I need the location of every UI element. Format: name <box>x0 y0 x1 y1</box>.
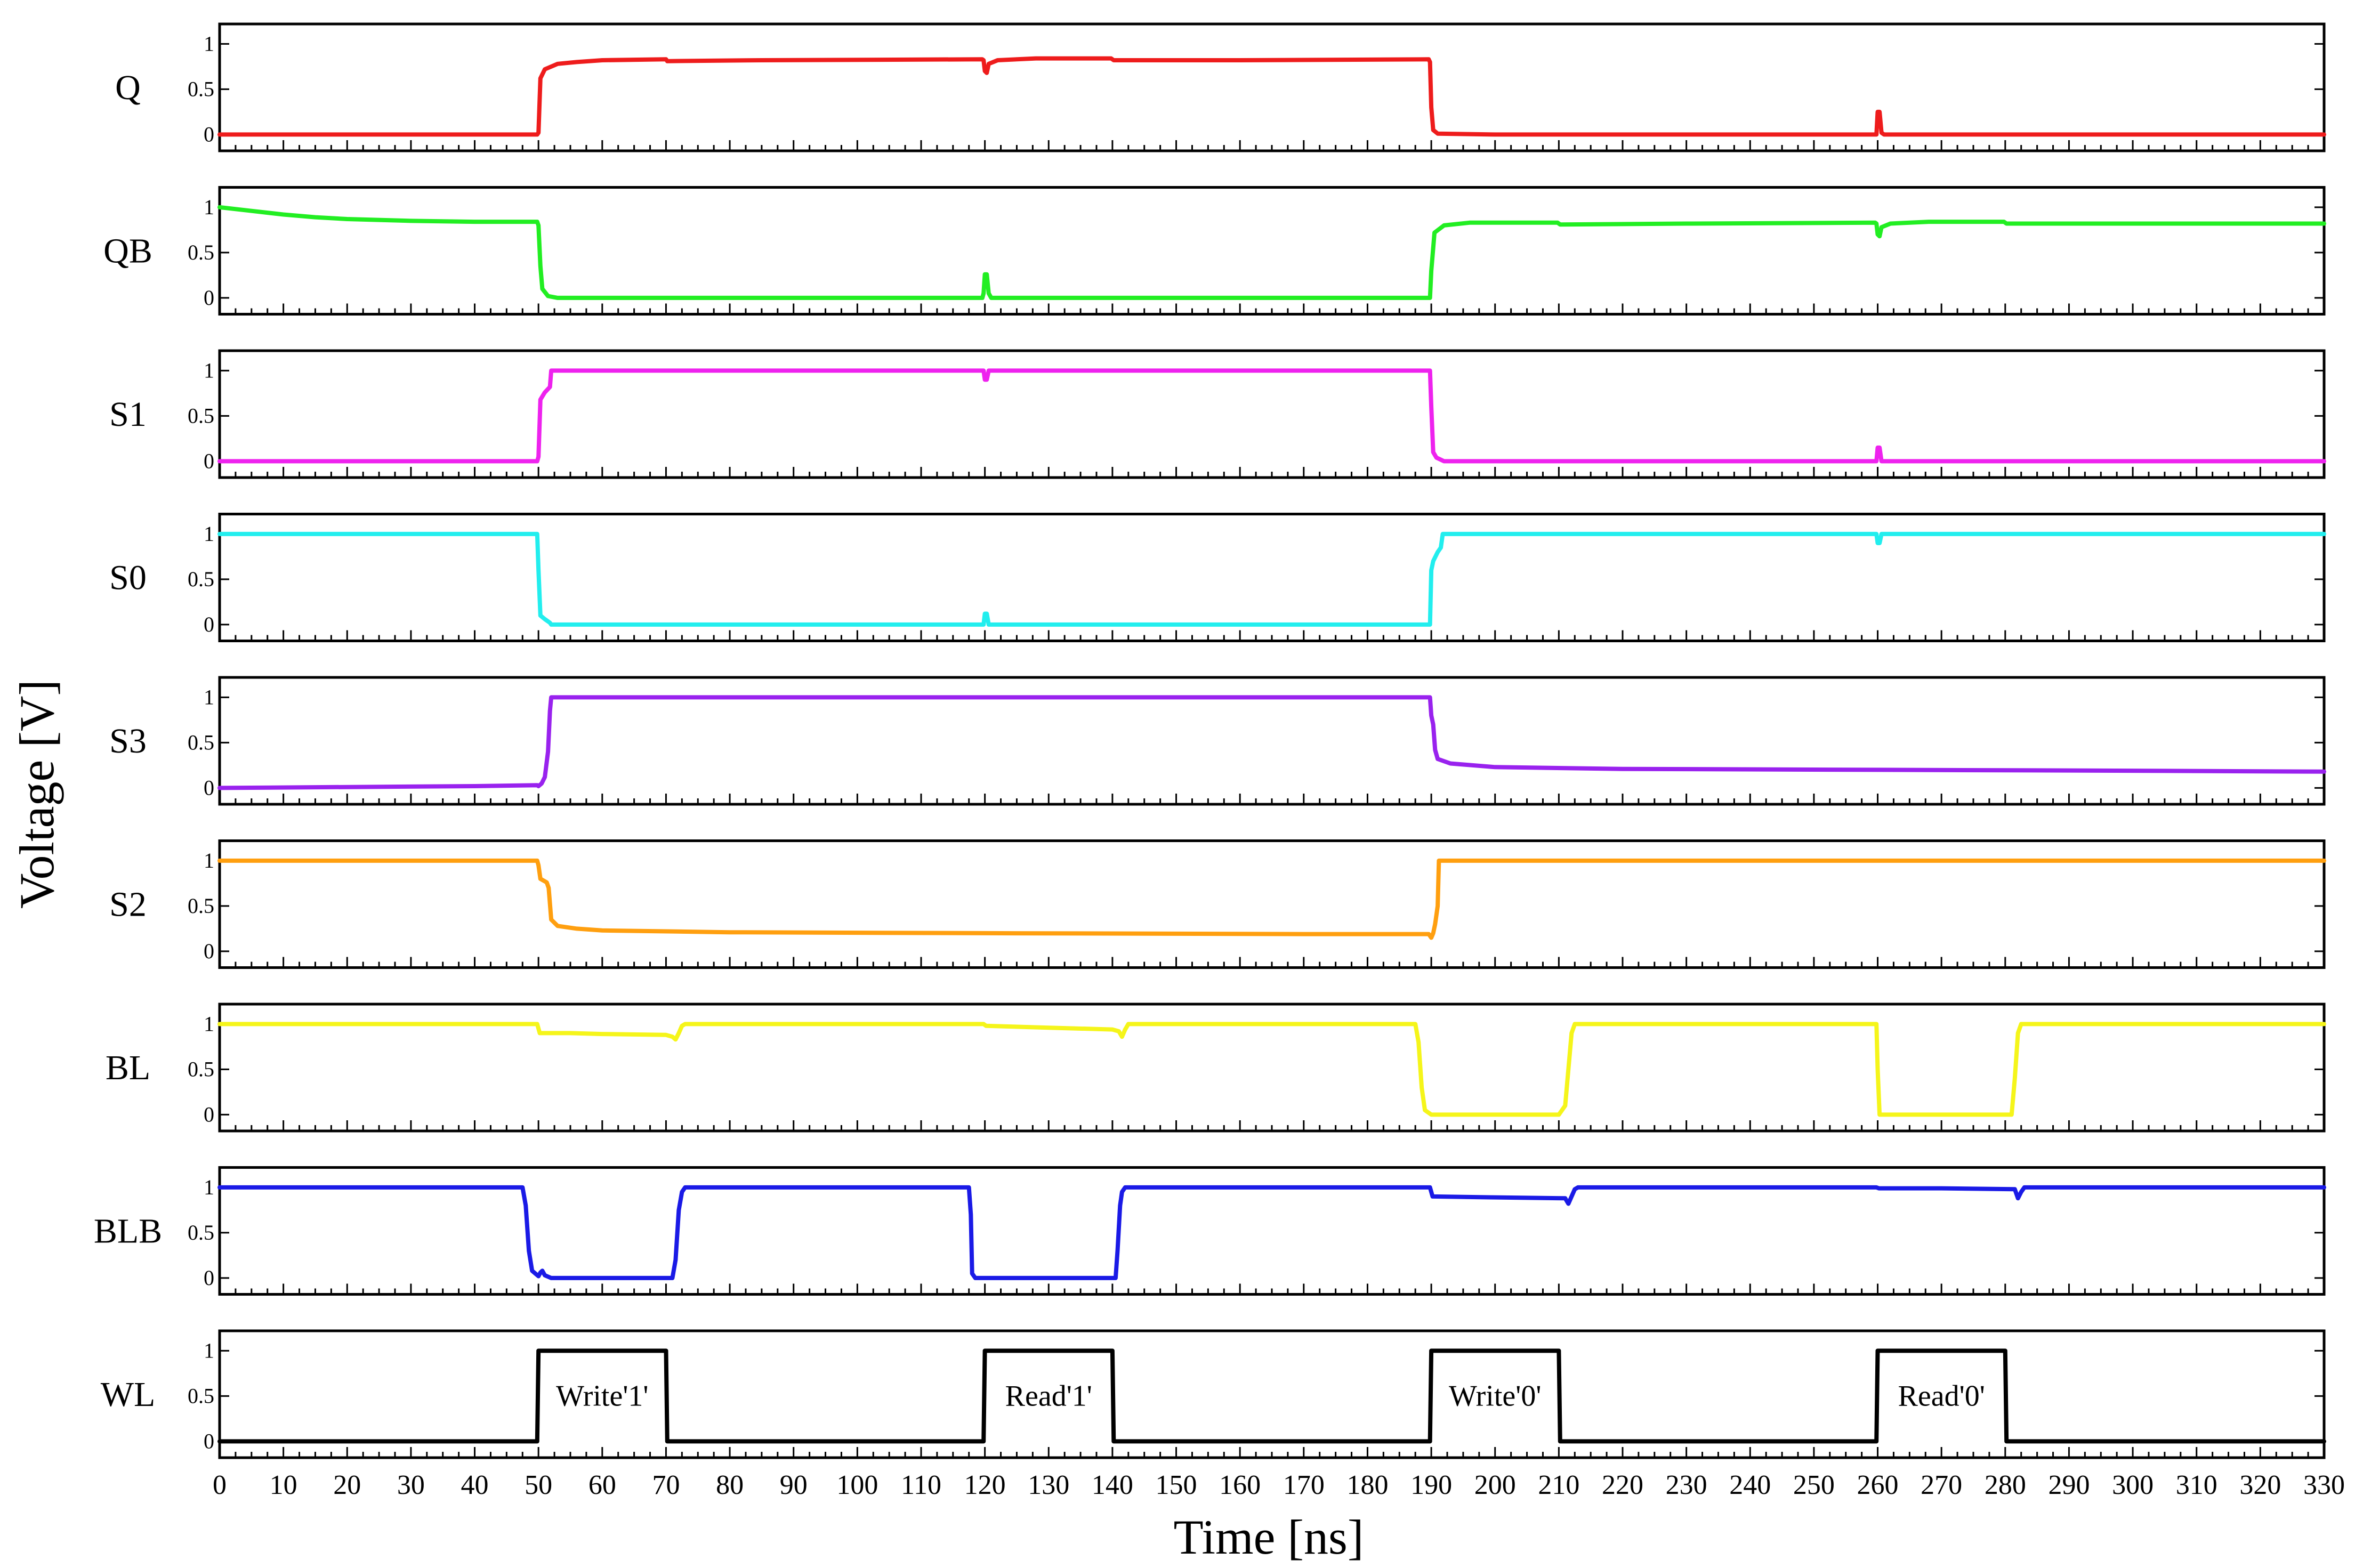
y-tick-label: 1 <box>204 195 214 219</box>
x-tick-label: 230 <box>1666 1470 1707 1500</box>
signal-panels: 0 0.5 1 Q 0 0.5 1 QB 0 0.5 1 S1 0 0.5 1 S0 0 0.5 1 S3 0 0.5 1 S… <box>94 22 2326 1459</box>
trace-s1 <box>217 368 2326 464</box>
x-tick-label: 270 <box>1921 1470 1962 1500</box>
y-tick-label: 0.5 <box>188 1384 214 1408</box>
y-tick-label: 1 <box>204 31 214 55</box>
trace-wl <box>217 1348 2326 1444</box>
x-tick-label: 200 <box>1474 1470 1516 1500</box>
trace-bl <box>217 1022 2326 1117</box>
y-tick-label: 1 <box>204 358 214 382</box>
y-tick-label: 1 <box>204 685 214 709</box>
x-tick-label: 120 <box>964 1470 1006 1500</box>
x-tick-label: 240 <box>1729 1470 1771 1500</box>
x-tick-label: 150 <box>1156 1470 1197 1500</box>
panel-s0: 0 0.5 1 S0 <box>109 513 2326 642</box>
y-tick-label: 0 <box>204 1102 214 1126</box>
y-tick-label: 0.5 <box>188 567 214 591</box>
y-tick-label: 0.5 <box>188 894 214 918</box>
x-tick-label: 110 <box>901 1470 941 1500</box>
signal-label-qb: QB <box>103 232 152 271</box>
y-tick-label: 1 <box>204 1338 214 1362</box>
y-tick-label: 0 <box>204 449 214 473</box>
x-tick-label: 170 <box>1283 1470 1325 1500</box>
y-tick-label: 0 <box>204 122 214 146</box>
y-tick-label: 0 <box>204 775 214 799</box>
y-tick-label: 0.5 <box>188 403 214 427</box>
y-tick-label: 1 <box>204 848 214 872</box>
x-tick-label: 70 <box>652 1470 680 1500</box>
x-tick-label: 100 <box>836 1470 878 1500</box>
annotation-write-1-: Write'1' <box>556 1379 648 1412</box>
x-tick-label: 320 <box>2239 1470 2281 1500</box>
signal-label-wl: WL <box>101 1375 156 1414</box>
annotation-read-0-: Read'0' <box>1898 1379 1985 1412</box>
x-tick-label: 180 <box>1346 1470 1388 1500</box>
x-tick-label: 260 <box>1857 1470 1899 1500</box>
signal-label-s0: S0 <box>109 559 147 597</box>
x-tick-label: 160 <box>1219 1470 1261 1500</box>
trace-blb <box>217 1185 2326 1280</box>
signal-label-bl: BL <box>106 1048 150 1087</box>
x-axis-title: Time [ns] <box>1174 1510 1364 1564</box>
x-tick-label: 310 <box>2176 1470 2217 1500</box>
x-tick-label: 20 <box>333 1470 361 1500</box>
signal-label-s3: S3 <box>109 722 147 761</box>
x-tick-label: 30 <box>397 1470 425 1500</box>
x-tick-label: 300 <box>2112 1470 2154 1500</box>
y-tick-label: 0 <box>204 939 214 963</box>
y-tick-label: 1 <box>204 522 214 546</box>
panel-s2: 0 0.5 1 S2 <box>109 839 2326 969</box>
x-tick-label: 140 <box>1092 1470 1133 1500</box>
x-axis: 0 10 20 30 40 50 60 70 80 90 100 110 120 130 140 150 160… <box>213 1470 2345 1500</box>
trace-s0 <box>217 531 2326 627</box>
trace-s2 <box>217 858 2326 940</box>
x-tick-label: 250 <box>1793 1470 1835 1500</box>
x-tick-label: 190 <box>1410 1470 1452 1500</box>
y-tick-label: 0.5 <box>188 730 214 754</box>
y-tick-label: 0.5 <box>188 1221 214 1244</box>
annotation-read-1-: Read'1' <box>1005 1379 1092 1412</box>
panel-q: 0 0.5 1 Q <box>115 22 2326 152</box>
panel-blb: 0 0.5 1 BLB <box>94 1166 2326 1296</box>
panel-bl: 0 0.5 1 BL <box>106 1003 2326 1133</box>
panel-frame <box>218 186 2326 316</box>
y-tick-label: 0.5 <box>188 1057 214 1081</box>
panel-wl: 0 0.5 1 WL Write'1' Read'1' Write'0' Read'0' <box>101 1329 2326 1459</box>
x-tick-label: 220 <box>1602 1470 1643 1500</box>
x-tick-label: 210 <box>1538 1470 1579 1500</box>
y-tick-label: 1 <box>204 1012 214 1036</box>
x-tick-label: 60 <box>588 1470 616 1500</box>
y-tick-label: 0 <box>204 1266 214 1290</box>
trace-s3 <box>217 695 2326 790</box>
x-tick-label: 130 <box>1028 1470 1069 1500</box>
x-tick-label: 40 <box>461 1470 489 1500</box>
panel-s1: 0 0.5 1 S1 <box>109 349 2326 479</box>
annotation-write-0-: Write'0' <box>1449 1379 1541 1412</box>
signal-label-blb: BLB <box>94 1212 162 1251</box>
signal-label-s2: S2 <box>109 885 147 924</box>
signal-label-q: Q <box>115 68 141 107</box>
y-tick-label: 0 <box>204 1429 214 1453</box>
panel-s3: 0 0.5 1 S3 <box>109 676 2326 806</box>
x-tick-label: 50 <box>525 1470 552 1500</box>
y-tick-label: 0 <box>204 286 214 310</box>
x-tick-label: 330 <box>2303 1470 2345 1500</box>
signal-label-s1: S1 <box>109 395 147 434</box>
y-tick-label: 0.5 <box>188 77 214 101</box>
x-tick-label: 280 <box>1985 1470 2026 1500</box>
panel-frame <box>218 22 2326 152</box>
y-tick-label: 1 <box>204 1175 214 1199</box>
panel-qb: 0 0.5 1 QB <box>103 186 2326 316</box>
x-tick-label: 290 <box>2048 1470 2090 1500</box>
x-tick-label: 80 <box>716 1470 744 1500</box>
trace-qb <box>217 205 2326 300</box>
x-tick-label: 0 <box>213 1470 227 1500</box>
x-tick-label: 10 <box>270 1470 297 1500</box>
y-tick-label: 0.5 <box>188 240 214 264</box>
trace-q <box>217 56 2326 137</box>
y-axis-title: Voltage [V] <box>10 680 64 909</box>
y-tick-label: 0 <box>204 612 214 636</box>
x-tick-label: 90 <box>780 1470 808 1500</box>
